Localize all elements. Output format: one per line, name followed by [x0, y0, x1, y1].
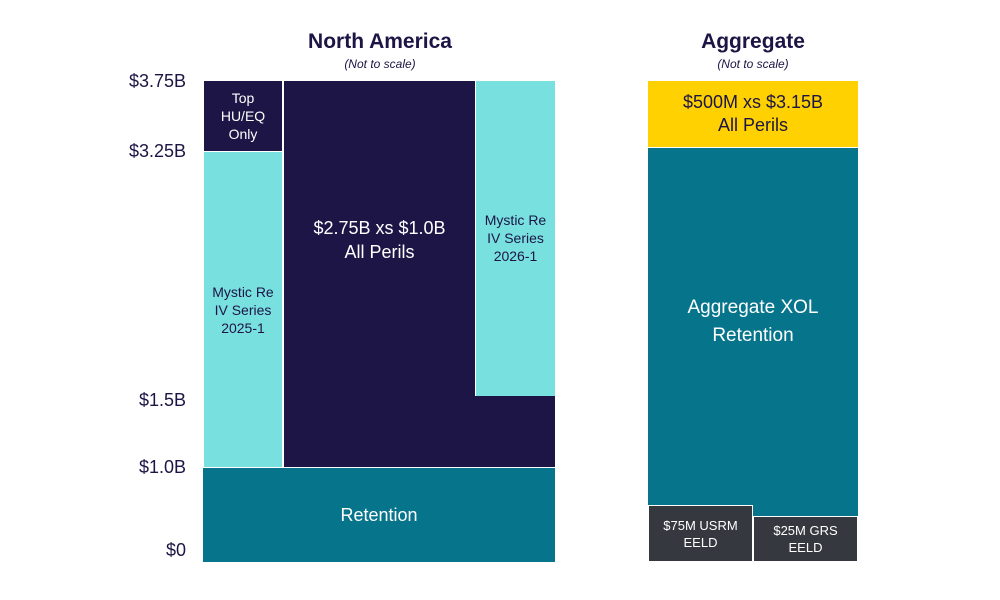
aggregate-title: Aggregate — [701, 30, 805, 53]
usrm-eeld-layer: $75M USRM EELD — [648, 505, 753, 562]
north-america-subtitle: (Not to scale) — [344, 57, 416, 71]
north-america-title: North America — [308, 30, 452, 53]
aggregate-top-layer: $500M xs $3.15B All Perils — [648, 81, 858, 147]
tick-1.5b: $1.5B — [138, 390, 186, 410]
tick-0: $0 — [165, 540, 186, 560]
tick-3.75b: $3.75B — [128, 71, 186, 91]
aggregate-subtitle: (Not to scale) — [717, 57, 789, 71]
retention-layer: Retention — [203, 468, 555, 562]
grs-eeld-layer: $25M GRS EELD — [753, 516, 858, 562]
top-hu-eq-layer: Top HU/EQ Only — [204, 81, 282, 151]
main-layer-bottom-right — [474, 396, 555, 467]
mystic-re-2026-layer: Mystic Re IV Series 2026-1 — [476, 81, 555, 396]
tick-1.0b: $1.0B — [138, 457, 186, 477]
main-layer-label: $2.75B xs $1.0B All Perils — [313, 218, 446, 262]
main-layer-left — [284, 81, 475, 467]
tick-3.25b: $3.25B — [128, 141, 186, 161]
aggregate-retention-layer: Aggregate XOL Retention — [648, 148, 858, 516]
mystic-re-2025-layer: Mystic Re IV Series 2025-1 — [204, 152, 282, 467]
